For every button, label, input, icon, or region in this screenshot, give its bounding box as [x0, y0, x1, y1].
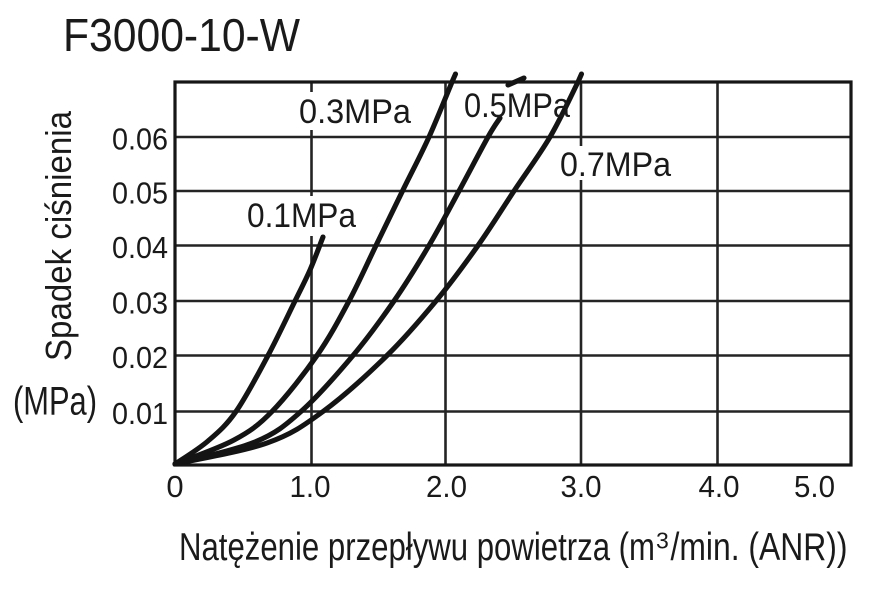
svg-text:0.02: 0.02 — [112, 340, 168, 375]
svg-text:0.03: 0.03 — [112, 286, 168, 321]
svg-text:0: 0 — [166, 469, 183, 504]
svg-text:0.3MPa: 0.3MPa — [299, 93, 411, 131]
svg-text:5.0: 5.0 — [794, 469, 835, 504]
svg-text:1.0: 1.0 — [290, 469, 331, 504]
svg-text:4.0: 4.0 — [699, 469, 740, 504]
svg-text:0.04: 0.04 — [112, 230, 168, 265]
svg-text:0.5MPa: 0.5MPa — [464, 87, 570, 125]
svg-text:Spadek ciśnienia: Spadek ciśnienia — [38, 110, 79, 361]
svg-text:0.01: 0.01 — [112, 396, 168, 431]
svg-text:(MPa): (MPa) — [13, 380, 97, 424]
svg-text:3.0: 3.0 — [561, 469, 602, 504]
svg-text:3: 3 — [656, 528, 669, 554]
svg-text:2.0: 2.0 — [426, 469, 467, 504]
svg-text:/min. (ANR)): /min. (ANR)) — [671, 526, 848, 569]
svg-text:0.06: 0.06 — [112, 122, 168, 157]
svg-text:0.7MPa: 0.7MPa — [560, 146, 671, 184]
svg-text:0.1MPa: 0.1MPa — [247, 197, 356, 235]
svg-text:Natężenie przepływu powietrza: Natężenie przepływu powietrza (m — [179, 526, 655, 569]
svg-text:0.05: 0.05 — [112, 176, 168, 211]
svg-text:F3000-10-W: F3000-10-W — [63, 9, 301, 61]
